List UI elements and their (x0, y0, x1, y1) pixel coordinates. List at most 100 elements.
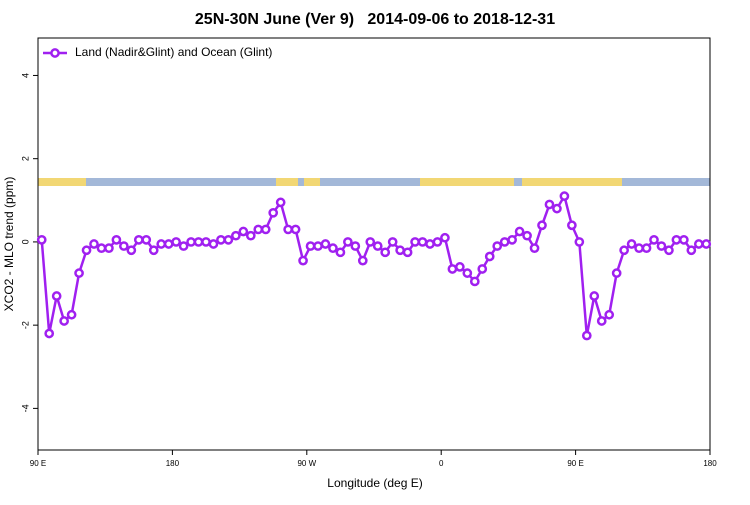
data-point (126, 245, 137, 256)
data-point (469, 276, 480, 287)
data-point (499, 237, 510, 247)
data-point (693, 239, 704, 249)
data-point (148, 245, 159, 256)
data-point (537, 220, 547, 231)
data-point (626, 239, 637, 249)
data-point (133, 234, 144, 245)
data-point (365, 237, 376, 247)
data-point (51, 291, 62, 301)
data-point (559, 191, 570, 201)
y-tick-label: 0 (20, 239, 30, 244)
land-strip (522, 178, 622, 186)
data-point (350, 241, 361, 251)
land-strip (38, 178, 86, 186)
data-point (529, 243, 540, 254)
data-point (387, 237, 398, 247)
data-point (141, 234, 152, 245)
data-point (335, 247, 346, 258)
data-point (380, 247, 391, 258)
data-point (402, 247, 413, 258)
x-axis-label: Longitude (deg E) (327, 476, 422, 490)
chart-title: 25N-30N June (Ver 9) 2014-09-06 to 2018-… (195, 11, 555, 28)
data-point (44, 328, 55, 339)
data-point (231, 230, 241, 241)
data-point (664, 245, 674, 256)
data-point (313, 241, 323, 251)
data-point (171, 237, 181, 247)
data-point (253, 224, 264, 235)
data-point (634, 243, 644, 254)
data-point (305, 241, 316, 251)
data-point (223, 234, 234, 245)
data-point (701, 239, 712, 249)
data-point (193, 237, 204, 247)
data-point (201, 237, 211, 247)
data-point (447, 264, 458, 274)
ocean-strip (38, 178, 710, 186)
data-point (328, 243, 338, 254)
data-point (216, 234, 226, 245)
data-point (679, 234, 689, 245)
data-point (59, 316, 69, 326)
land-strip (420, 178, 514, 186)
data-point (522, 230, 532, 241)
data-point (372, 241, 383, 251)
data-point (671, 234, 682, 245)
data-point (492, 241, 503, 251)
data-point (477, 264, 488, 274)
data-point (507, 234, 517, 245)
y-tick-label: -2 (20, 321, 30, 329)
data-point (574, 237, 585, 247)
data-point (119, 241, 129, 251)
x-tick-label: 0 (439, 459, 444, 468)
land-strip (276, 178, 298, 186)
data-point (186, 237, 196, 247)
data-point (238, 226, 249, 237)
legend-label: Land (Nadir&Glint) and Ocean (Glint) (75, 45, 272, 59)
y-tick-label: 4 (20, 73, 30, 78)
data-point (567, 220, 577, 231)
data-point (410, 237, 420, 247)
data-point (275, 197, 286, 208)
data-point (66, 309, 77, 320)
x-tick-label: 180 (703, 459, 717, 468)
x-tick-label: 90 E (567, 459, 583, 468)
data-point (111, 234, 122, 245)
data-point (581, 330, 592, 341)
data-point (596, 316, 607, 326)
data-point (260, 224, 271, 235)
data-point (36, 234, 47, 245)
data-point (484, 251, 495, 262)
data-point (357, 255, 368, 266)
data-point (163, 239, 174, 249)
data-point (514, 226, 525, 237)
data-point (74, 268, 84, 278)
data-point (425, 239, 435, 249)
data-point (611, 268, 622, 278)
data-point (290, 224, 301, 235)
y-tick-label: 2 (20, 156, 30, 161)
data-point (208, 239, 219, 249)
x-tick-label: 90 E (30, 459, 46, 468)
data-point (298, 255, 308, 266)
land-strip (304, 178, 320, 186)
data-point (604, 309, 615, 320)
data-point (432, 237, 443, 247)
data-point (619, 245, 629, 256)
data-point (552, 203, 562, 214)
data-point (462, 268, 473, 278)
data-point (104, 243, 114, 254)
data-point (440, 232, 450, 243)
data-point (81, 245, 92, 256)
y-tick-label: -4 (20, 404, 30, 412)
y-axis-label: XCO2 - MLO trend (ppm) (2, 177, 16, 312)
data-point (268, 207, 279, 218)
data-point (656, 241, 667, 251)
x-tick-label: 180 (166, 459, 180, 468)
data-point (395, 245, 405, 256)
data-point (283, 224, 293, 235)
data-point (544, 199, 555, 210)
data-point (178, 241, 189, 251)
data-point (245, 230, 256, 241)
